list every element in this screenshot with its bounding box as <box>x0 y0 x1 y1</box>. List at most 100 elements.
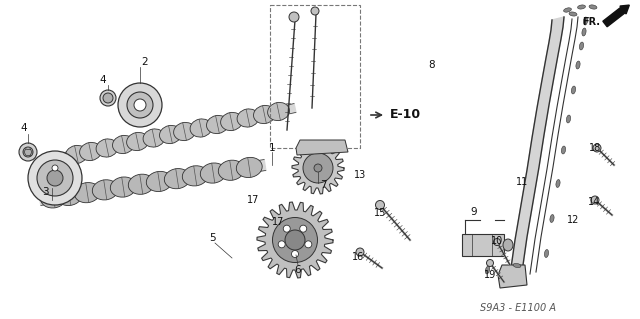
Circle shape <box>291 250 298 257</box>
Ellipse shape <box>218 160 244 180</box>
Ellipse shape <box>173 122 195 141</box>
Ellipse shape <box>110 177 136 197</box>
Bar <box>462 234 504 256</box>
Text: 4: 4 <box>100 75 106 85</box>
Ellipse shape <box>253 105 275 123</box>
Polygon shape <box>292 142 344 194</box>
Circle shape <box>278 241 285 248</box>
Circle shape <box>134 99 146 111</box>
Text: 5: 5 <box>209 233 215 243</box>
Circle shape <box>591 196 599 204</box>
Ellipse shape <box>190 119 212 137</box>
Ellipse shape <box>550 215 554 222</box>
Circle shape <box>23 147 33 157</box>
Ellipse shape <box>582 28 586 36</box>
Circle shape <box>311 7 319 15</box>
Ellipse shape <box>561 146 566 154</box>
Ellipse shape <box>513 263 521 268</box>
Circle shape <box>289 12 299 22</box>
Text: 8: 8 <box>429 60 435 70</box>
Ellipse shape <box>576 61 580 69</box>
Ellipse shape <box>579 42 584 50</box>
Circle shape <box>486 259 493 266</box>
Circle shape <box>493 239 500 246</box>
Circle shape <box>285 230 305 250</box>
Text: 2: 2 <box>141 57 148 67</box>
Ellipse shape <box>268 102 289 121</box>
Ellipse shape <box>237 109 259 127</box>
Circle shape <box>47 170 63 186</box>
Text: 12: 12 <box>567 215 579 225</box>
Text: 16: 16 <box>352 252 364 262</box>
Text: 3: 3 <box>42 187 48 197</box>
FancyArrow shape <box>603 5 629 27</box>
Ellipse shape <box>128 174 154 194</box>
Text: 15: 15 <box>374 208 386 218</box>
Ellipse shape <box>74 182 100 203</box>
Circle shape <box>376 201 385 210</box>
Circle shape <box>300 225 307 232</box>
Ellipse shape <box>159 125 181 144</box>
Circle shape <box>277 222 313 258</box>
Text: 17: 17 <box>272 217 284 227</box>
Ellipse shape <box>143 129 165 147</box>
Ellipse shape <box>236 157 262 178</box>
Ellipse shape <box>200 163 226 183</box>
Ellipse shape <box>56 185 82 205</box>
Ellipse shape <box>113 135 134 153</box>
Text: 7: 7 <box>320 180 326 190</box>
Circle shape <box>28 151 82 205</box>
Ellipse shape <box>584 17 588 25</box>
Text: 1: 1 <box>269 143 275 153</box>
Circle shape <box>593 144 601 152</box>
Circle shape <box>284 225 291 232</box>
Ellipse shape <box>182 166 208 186</box>
Circle shape <box>37 160 73 196</box>
Ellipse shape <box>207 115 228 134</box>
Circle shape <box>303 153 333 183</box>
Text: 4: 4 <box>20 123 28 133</box>
Circle shape <box>356 248 364 256</box>
Polygon shape <box>296 140 348 155</box>
Polygon shape <box>510 17 564 275</box>
Ellipse shape <box>92 180 118 200</box>
Text: 6: 6 <box>294 265 301 275</box>
Ellipse shape <box>545 249 548 257</box>
Ellipse shape <box>503 239 513 251</box>
Text: 17: 17 <box>247 195 259 205</box>
Text: 11: 11 <box>516 177 528 187</box>
Ellipse shape <box>96 139 118 157</box>
Polygon shape <box>39 160 266 205</box>
Polygon shape <box>498 265 527 288</box>
Polygon shape <box>257 202 333 278</box>
Bar <box>270 5 360 148</box>
Circle shape <box>52 165 58 171</box>
Ellipse shape <box>40 188 67 208</box>
Ellipse shape <box>572 86 575 94</box>
Text: 10: 10 <box>491 236 503 246</box>
Circle shape <box>19 143 37 161</box>
Ellipse shape <box>79 142 102 160</box>
Text: 14: 14 <box>588 197 600 207</box>
Ellipse shape <box>127 132 148 151</box>
Text: 13: 13 <box>354 170 366 180</box>
Ellipse shape <box>147 171 172 191</box>
Circle shape <box>103 93 113 103</box>
Circle shape <box>273 218 317 263</box>
Text: E-10: E-10 <box>390 108 421 122</box>
Circle shape <box>127 92 153 118</box>
Ellipse shape <box>65 145 88 164</box>
Ellipse shape <box>556 180 560 188</box>
Polygon shape <box>59 104 296 162</box>
Ellipse shape <box>221 112 243 130</box>
Text: 18: 18 <box>589 143 601 153</box>
Circle shape <box>100 90 116 106</box>
Circle shape <box>305 241 312 248</box>
Ellipse shape <box>577 5 586 9</box>
Text: FR.: FR. <box>582 17 600 27</box>
Ellipse shape <box>564 8 572 12</box>
Circle shape <box>314 164 322 172</box>
Ellipse shape <box>569 12 577 16</box>
Text: 9: 9 <box>470 207 477 217</box>
Ellipse shape <box>164 168 190 189</box>
